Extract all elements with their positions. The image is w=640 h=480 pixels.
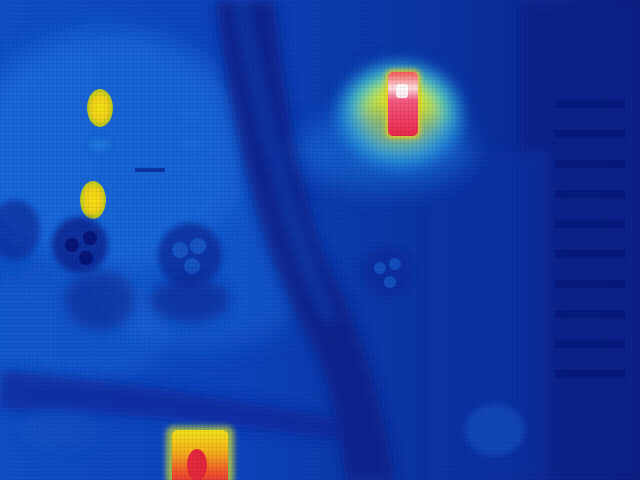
cable-bundle bbox=[0, 0, 395, 480]
hot-led-yellow-2 bbox=[80, 181, 106, 219]
hot-component-red bbox=[386, 70, 420, 138]
right-panel bbox=[430, 0, 640, 480]
round-connector-3 bbox=[362, 246, 414, 298]
round-connector bbox=[52, 217, 108, 273]
hot-component-bottom bbox=[166, 426, 234, 480]
round-connector-2 bbox=[150, 223, 230, 322]
hot-led-yellow bbox=[87, 89, 113, 127]
